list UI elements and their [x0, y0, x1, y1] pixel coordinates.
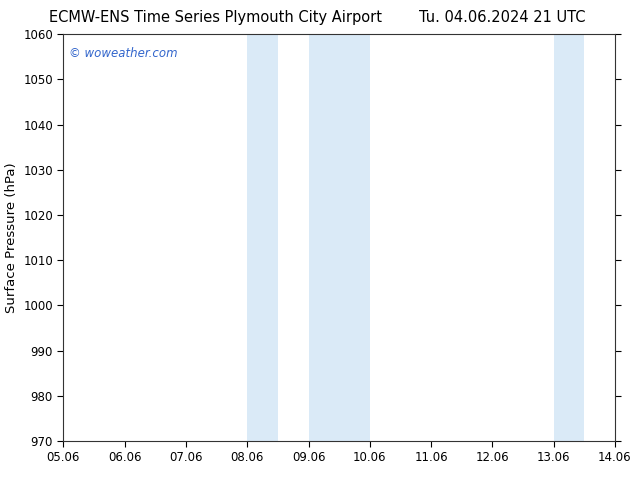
Bar — [247, 34, 278, 441]
Bar — [615, 34, 634, 441]
Bar — [309, 34, 370, 441]
Text: ECMW-ENS Time Series Plymouth City Airport        Tu. 04.06.2024 21 UTC: ECMW-ENS Time Series Plymouth City Airpo… — [49, 10, 585, 25]
Bar — [553, 34, 585, 441]
Text: © woweather.com: © woweather.com — [69, 47, 178, 59]
Y-axis label: Surface Pressure (hPa): Surface Pressure (hPa) — [4, 162, 18, 313]
